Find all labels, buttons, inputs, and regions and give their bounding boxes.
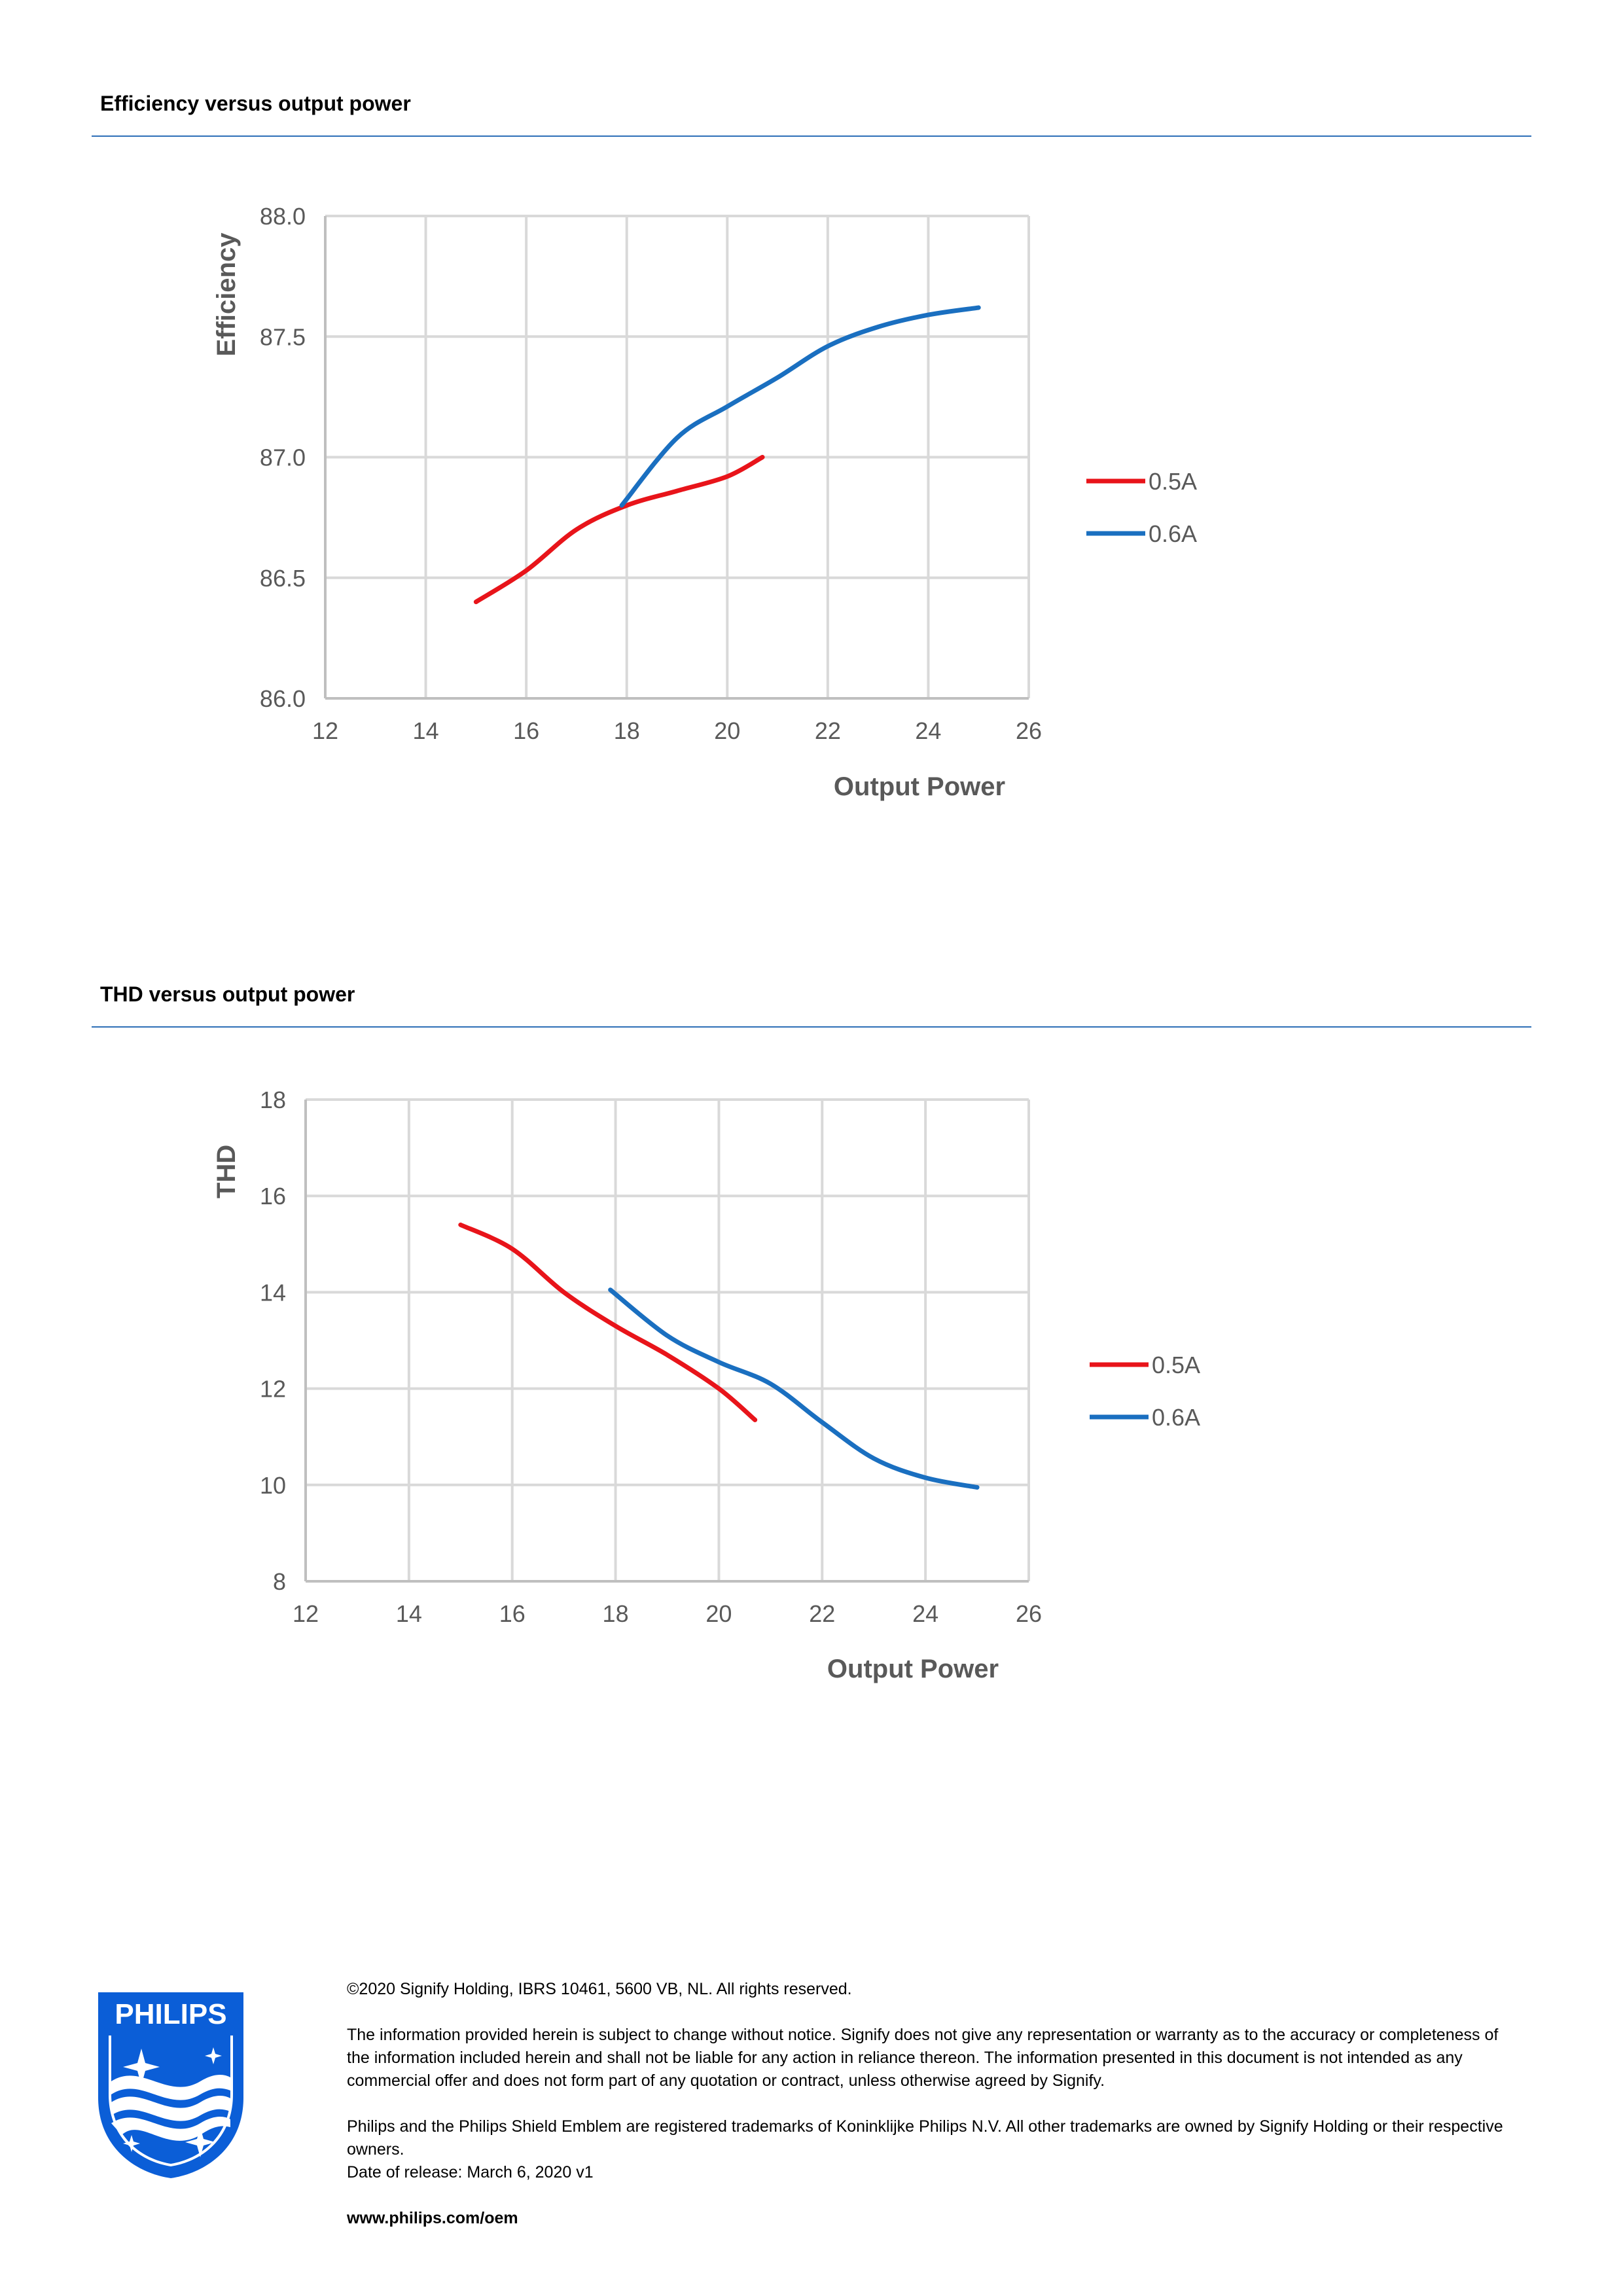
y-axis-title: THD — [212, 1145, 241, 1198]
x-tick-label: 24 — [912, 1600, 938, 1627]
data-point — [563, 1291, 565, 1293]
y-tick-label: 12 — [260, 1376, 286, 1403]
x-tick-label: 16 — [499, 1600, 526, 1627]
footer: ©2020 Signify Holding, IBRS 10461, 5600 … — [347, 1978, 1525, 2230]
thd-chart: 12 14 16 18 20 22 24 26 8 10 12 14 16 18 THD Output Pow… — [212, 1086, 1200, 1683]
data-point — [610, 1289, 611, 1291]
legend-label: 0.5A — [1152, 1352, 1200, 1378]
x-tick-label: 18 — [603, 1600, 629, 1627]
y-tick-label: 18 — [260, 1086, 286, 1113]
y-tick-label: 87.0 — [260, 444, 306, 471]
website-link[interactable]: www.philips.com/oem — [347, 2209, 518, 2227]
x-tick-label: 26 — [1016, 1600, 1042, 1627]
x-tick-label: 26 — [1016, 717, 1042, 744]
data-point — [615, 1325, 616, 1327]
x-tick-label: 24 — [915, 717, 941, 744]
y-tick-label: 10 — [260, 1472, 286, 1499]
x-tick-label: 18 — [614, 717, 640, 744]
x-tick-label: 20 — [714, 717, 740, 744]
y-tick-label: 87.5 — [260, 323, 306, 350]
x-tick-label: 22 — [815, 717, 841, 744]
section-divider — [92, 1026, 1531, 1028]
x-tick-label: 16 — [513, 717, 539, 744]
logo-text: PHILIPS — [115, 1998, 226, 2030]
copyright-text: ©2020 Signify Holding, IBRS 10461, 5600 … — [347, 1980, 852, 1998]
data-point — [821, 1422, 823, 1423]
y-tick-label: 8 — [273, 1568, 286, 1595]
y-tick-label: 16 — [260, 1183, 286, 1210]
data-point — [576, 529, 577, 530]
data-point — [726, 406, 728, 407]
legend-label: 0.6A — [1152, 1404, 1200, 1431]
y-axis-title: Efficiency — [212, 232, 241, 357]
data-point — [925, 1477, 926, 1479]
data-point — [976, 1486, 978, 1488]
x-axis-title: Output Power — [827, 1655, 999, 1683]
efficiency-chart: 12 14 16 18 20 22 24 26 86.0 86.5 87.0 87.5 88.0 Effi… — [212, 203, 1197, 801]
philips-shield-icon: PHILIPS — [98, 1992, 243, 2178]
x-tick-label: 20 — [705, 1600, 732, 1627]
y-tick-label: 86.0 — [260, 685, 306, 712]
x-tick-label: 14 — [396, 1600, 422, 1627]
x-tick-label: 22 — [809, 1600, 835, 1627]
section-title-efficiency: Efficiency versus output power — [100, 92, 411, 115]
y-tick-label: 88.0 — [260, 203, 306, 230]
section-divider — [92, 135, 1531, 137]
data-point — [626, 505, 628, 506]
section-title-thd: THD versus output power — [100, 982, 355, 1006]
trademark-text: Philips and the Philips Shield Emblem ar… — [347, 2117, 1503, 2159]
x-tick-label: 12 — [293, 1600, 319, 1627]
y-tick-label: 86.5 — [260, 565, 306, 592]
disclaimer-text: The information provided herein is subje… — [347, 2026, 1499, 2090]
data-point — [526, 570, 527, 571]
y-tick-label: 14 — [260, 1279, 286, 1306]
series-line-0.5A — [458, 1222, 758, 1422]
data-point — [777, 377, 778, 378]
legend-label: 0.5A — [1149, 468, 1197, 495]
legend-label: 0.6A — [1149, 520, 1197, 547]
x-axis-title: Output Power — [834, 772, 1005, 801]
release-date: Date of release: March 6, 2020 v1 — [347, 2163, 594, 2181]
data-point — [667, 1335, 668, 1336]
x-tick-label: 12 — [312, 717, 338, 744]
x-tick-label: 14 — [413, 717, 439, 744]
